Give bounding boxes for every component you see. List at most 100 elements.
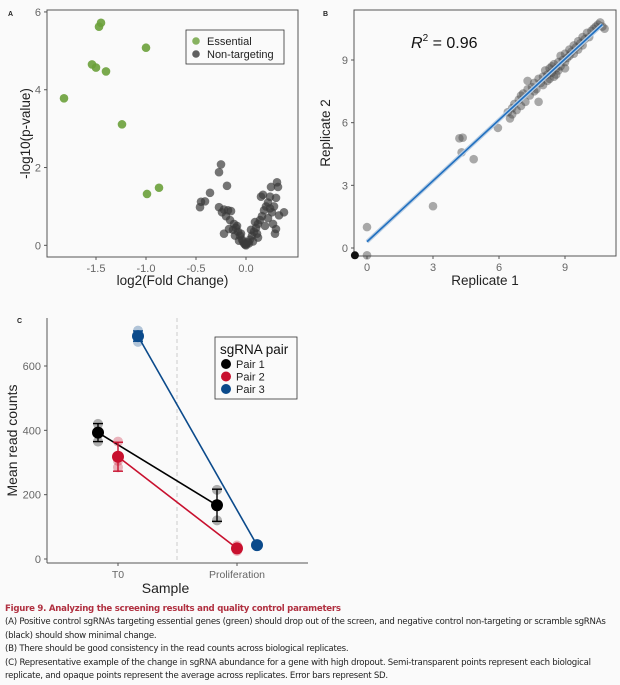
data-point-non-targeting [273,182,283,192]
data-point [549,72,559,82]
data-point-non-targeting [271,193,281,203]
caption-line: (B) There should be good consistency in … [5,644,349,655]
legend-label: Pair 3 [236,384,265,396]
data-point [523,76,532,86]
y-axis-label: Replicate 2 [318,99,333,167]
data-point-essential [142,189,152,199]
legend-swatch [221,359,231,369]
plot-frame [46,9,299,258]
y-tick-label: 400 [23,425,41,437]
r-value: = 0.96 [428,35,477,52]
data-point-non-targeting [274,211,284,220]
legend-label: Pair 2 [236,372,265,384]
legend-swatch [192,50,200,58]
x-tick-label: 0.0 [238,263,253,275]
x-tick-label: T0 [112,569,124,581]
data-point-essential [94,22,104,32]
data-point-non-targeting [217,207,227,217]
panel-label-a: A [8,11,13,18]
legend-label: Essential [207,36,252,48]
x-axis-label: log2(Fold Change) [117,273,229,288]
data-point-non-targeting [258,190,268,200]
panel-label-b: B [323,11,328,18]
data-point-non-targeting [216,160,226,169]
data-point-essential [59,93,69,103]
x-tick-label: -1.0 [137,263,156,275]
panel-label-c: C [17,318,22,325]
data-point-non-targeting [248,237,258,246]
y-tick-label: 0 [35,240,41,252]
x-tick-label: Proliferation [209,569,265,581]
data-point-non-targeting [263,213,273,223]
x-tick-label: -0.5 [187,263,206,275]
caption-line: (C) Representative example of the change… [5,657,591,668]
data-point [455,134,464,143]
data-point [469,154,479,164]
data-point-non-targeting [195,202,205,212]
data-point-highlight [350,251,359,260]
series-line-3 [137,335,258,546]
x-tick-label: 3 [430,262,436,274]
panel-b: B 0 3 6 9 0 3 6 9 Replicate 1 Replicate 2 R2 = 0.96 [318,9,617,288]
y-tick-label: 6 [342,118,348,130]
data-point-non-targeting [250,217,260,227]
y-tick-label: 6 [35,7,41,19]
data-point-non-targeting [270,229,280,238]
caption-line: replicate, and opaque points represent t… [5,671,388,682]
figure-caption: Figure 9. Analyzing the screening result… [5,603,617,683]
r-squared-annotation: R2 = 0.96 [411,33,478,52]
y-axis-label: Mean read counts [4,384,20,496]
data-point [551,70,561,79]
plot-frame [353,9,617,257]
data-point-non-targeting [265,204,275,213]
data-point [362,222,372,232]
y-axis-label: -log10(p-value) [18,88,33,179]
data-point-non-targeting [240,240,250,249]
data-point-non-targeting [252,229,262,238]
legend-box [185,29,285,65]
data-point [505,114,515,123]
legend-label: Non-targeting [207,49,274,61]
x-tick-label: 9 [562,262,568,274]
data-point-essential [154,183,164,193]
legend-label: Pair 1 [236,359,265,371]
x-tick-label: 6 [496,262,502,274]
r-symbol: R [411,35,423,52]
data-point-non-targeting [222,181,232,191]
series-line-2 [117,456,238,550]
y-tick-label: 0 [35,554,41,566]
data-point-essential [91,63,101,72]
caption-line: (A) Positive control sgRNAs targeting es… [5,617,606,628]
data-point [362,251,372,260]
y-tick-label: 0 [342,243,348,255]
data-point [534,97,543,107]
data-point-non-targeting [260,221,270,231]
legend-swatch [221,384,231,394]
mean-point [231,542,243,555]
data-point [556,51,565,61]
y-tick-label: 4 [35,85,41,97]
mean-point [112,450,124,463]
y-tick-label: 3 [342,180,348,192]
panel-a: A 0 2 4 6 -1.5 -1.0 -0.5 0.0 log2(Fold Change) -lo… [8,7,299,288]
caption-title: Figure 9. Analyzing the screening result… [5,604,341,614]
data-point-essential [141,43,151,53]
x-axis-label: Sample [142,580,190,596]
data-point [458,133,468,143]
mean-point [92,426,104,439]
data-point-essential [101,67,111,76]
y-tick-label: 600 [23,361,41,373]
y-tick-label: 200 [23,490,41,502]
y-tick-label: 2 [35,163,41,175]
r-superscript: 2 [423,33,429,44]
caption-line: (black) should show minimal change. [5,630,157,641]
legend-swatch [221,371,231,382]
legend-title: sgRNA pair [220,342,289,357]
mean-point [211,499,223,512]
data-point-essential [117,120,127,129]
fit-line [366,23,603,243]
x-axis-label: Replicate 1 [451,273,519,288]
mean-point [132,330,144,343]
data-point-non-targeting [266,182,276,192]
